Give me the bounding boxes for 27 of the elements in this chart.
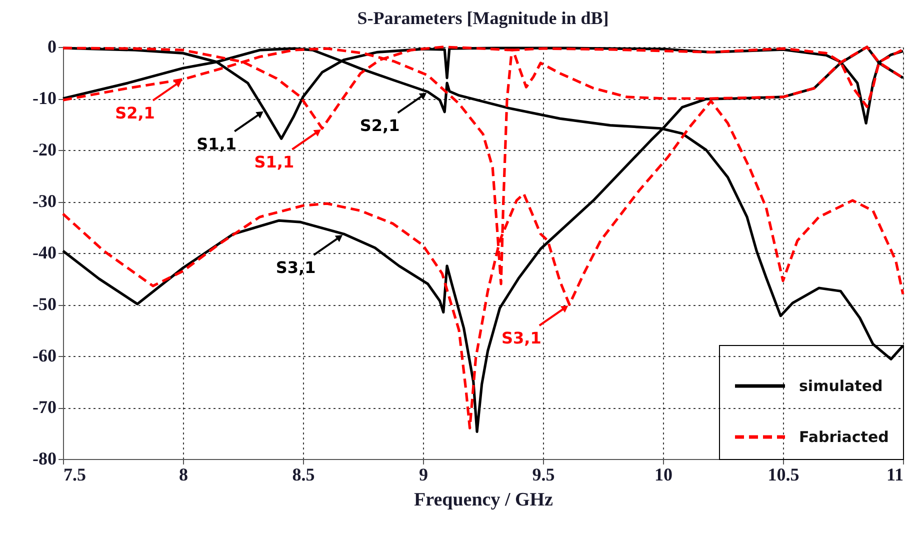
annotation: S2,1 [115, 103, 155, 122]
x-tick-label: 10.5 [768, 464, 800, 484]
x-tick-label: 7.5 [64, 464, 86, 484]
x-tick-label: 11 [886, 464, 904, 484]
annotation: S2,1 [360, 116, 400, 135]
y-tick-label: -80 [32, 448, 56, 468]
y-tick-label: -10 [32, 88, 56, 108]
x-tick-label: 9.5 [532, 464, 555, 484]
y-tick-label: -60 [32, 346, 56, 366]
annotation: S1,1 [254, 152, 294, 172]
chart-title: S-Parameters [Magnitude in dB] [357, 8, 609, 28]
x-tick-label: 9 [419, 464, 428, 484]
x-tick-label: 8 [179, 464, 188, 484]
y-tick-label: -70 [32, 397, 56, 417]
y-tick-label: -50 [32, 294, 56, 314]
y-tick-label: 0 [48, 36, 56, 56]
y-tick-label: -20 [32, 140, 56, 160]
y-tick-label: -30 [32, 191, 56, 211]
annotation: S3,1 [276, 258, 316, 277]
x-tick-label: 10 [654, 464, 672, 484]
legend-label: Fabriacted [799, 428, 889, 446]
annotation: S3,1 [501, 328, 542, 348]
x-axis-title: Frequency / GHz [414, 490, 554, 510]
y-tick-label: -40 [32, 242, 56, 262]
x-tick-label: 8.5 [292, 464, 315, 484]
legend-label: simulated [799, 377, 883, 395]
annotation: S1,1 [196, 134, 237, 154]
